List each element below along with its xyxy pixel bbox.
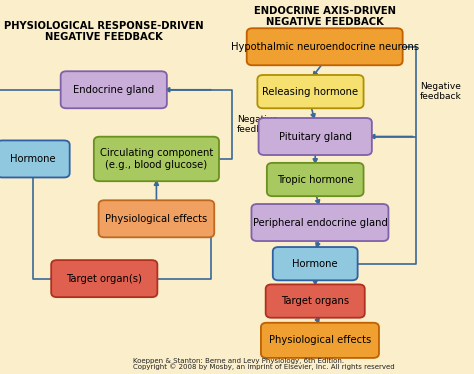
Text: Hormone: Hormone	[292, 259, 338, 269]
Text: Copyright © 2008 by Mosby, an imprint of Elsevier, Inc. All rights reserved: Copyright © 2008 by Mosby, an imprint of…	[133, 364, 394, 370]
Text: Pituitary gland: Pituitary gland	[279, 132, 352, 141]
Text: Koeppen & Stanton: Berne and Levy Physiology, 6th Edition.: Koeppen & Stanton: Berne and Levy Physio…	[133, 358, 344, 364]
FancyBboxPatch shape	[257, 75, 364, 108]
FancyBboxPatch shape	[267, 163, 364, 196]
Text: Endocrine gland: Endocrine gland	[73, 85, 155, 95]
FancyBboxPatch shape	[261, 323, 379, 358]
Text: ENDOCRINE AXIS-DRIVEN
NEGATIVE FEEDBACK: ENDOCRINE AXIS-DRIVEN NEGATIVE FEEDBACK	[254, 6, 396, 27]
Text: Physiological effects: Physiological effects	[105, 214, 208, 224]
Text: Target organs: Target organs	[281, 296, 349, 306]
FancyBboxPatch shape	[51, 260, 157, 297]
FancyBboxPatch shape	[99, 200, 214, 237]
FancyBboxPatch shape	[61, 71, 167, 108]
Text: PHYSIOLOGICAL RESPONSE-DRIVEN
NEGATIVE FEEDBACK: PHYSIOLOGICAL RESPONSE-DRIVEN NEGATIVE F…	[4, 21, 204, 42]
Text: Releasing hormone: Releasing hormone	[263, 87, 358, 96]
FancyBboxPatch shape	[251, 204, 388, 241]
FancyBboxPatch shape	[273, 247, 357, 280]
Text: Physiological effects: Physiological effects	[269, 335, 371, 345]
Text: Hormone: Hormone	[10, 154, 56, 164]
Text: Hypothalmic neuroendocrine neurons: Hypothalmic neuroendocrine neurons	[231, 42, 419, 52]
FancyBboxPatch shape	[94, 137, 219, 181]
Text: Negative
feedback: Negative feedback	[420, 82, 462, 101]
Text: Peripheral endocrine gland: Peripheral endocrine gland	[253, 218, 387, 227]
FancyBboxPatch shape	[247, 28, 403, 65]
Text: Circulating component
(e.g., blood glucose): Circulating component (e.g., blood gluco…	[100, 148, 213, 170]
Text: Tropic hormone: Tropic hormone	[277, 175, 354, 184]
FancyBboxPatch shape	[0, 141, 70, 178]
Text: Target organ(s): Target organ(s)	[66, 274, 142, 283]
FancyBboxPatch shape	[265, 285, 365, 318]
Text: Negative
feedback: Negative feedback	[237, 115, 279, 134]
FancyBboxPatch shape	[259, 118, 372, 155]
